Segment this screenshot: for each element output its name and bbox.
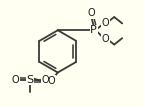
- Text: O: O: [48, 76, 55, 86]
- Text: P: P: [90, 25, 97, 35]
- Text: O: O: [41, 75, 49, 85]
- Text: O: O: [12, 75, 19, 85]
- Text: O: O: [102, 18, 109, 28]
- Text: S: S: [27, 75, 34, 85]
- Text: O: O: [88, 8, 95, 18]
- Text: O: O: [102, 34, 109, 44]
